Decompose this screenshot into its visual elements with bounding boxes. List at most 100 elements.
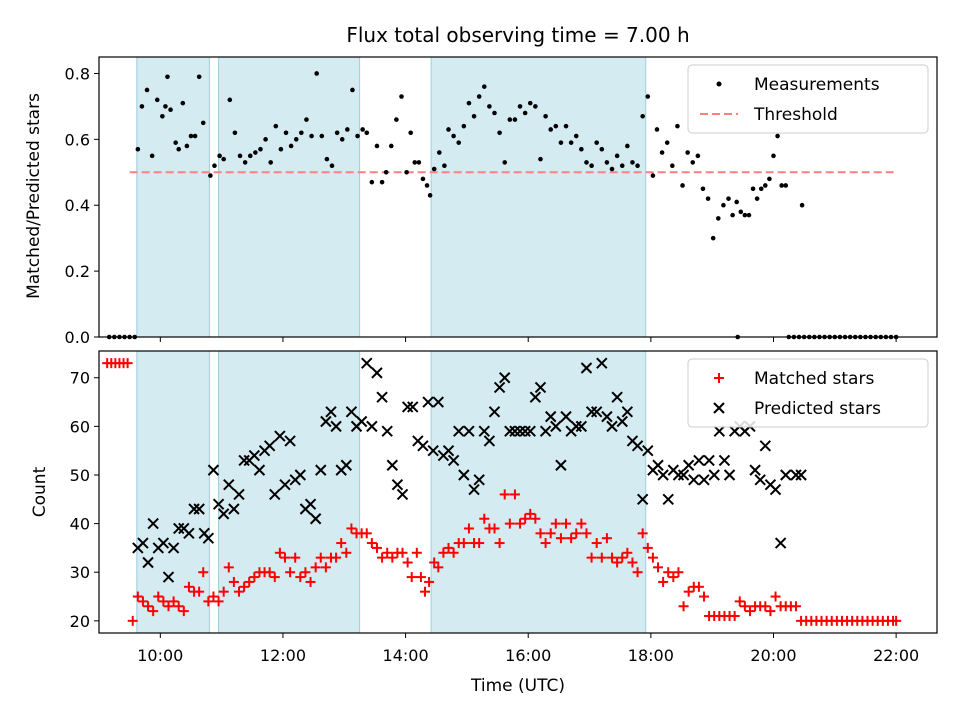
x-marker-b bbox=[193, 503, 205, 515]
measurement-point bbox=[345, 127, 350, 132]
predicted-stars-point bbox=[693, 454, 705, 467]
matched-stars-point bbox=[734, 596, 745, 607]
legend-entry-label: Threshold bbox=[753, 105, 838, 125]
measurement-point bbox=[654, 127, 660, 132]
matched-stars-point bbox=[622, 547, 633, 558]
top-y-tick-label: 0.8 bbox=[65, 64, 90, 83]
matched-stars-point bbox=[632, 567, 643, 578]
x-marker-b bbox=[417, 440, 429, 452]
predicted-stars-point bbox=[795, 469, 807, 481]
predicted-stars-point bbox=[366, 420, 378, 433]
x-marker-b bbox=[432, 396, 444, 408]
measurement-point bbox=[746, 212, 752, 218]
matched-stars-point bbox=[198, 567, 209, 578]
predicted-stars-point bbox=[340, 459, 353, 471]
matched-stars-point bbox=[601, 533, 612, 544]
measurement-point bbox=[533, 104, 538, 109]
measurement-point bbox=[695, 153, 701, 159]
predicted-stars-point bbox=[371, 367, 383, 379]
predicted-stars-point bbox=[611, 391, 623, 403]
top-legend: Measurements Threshold bbox=[687, 64, 929, 134]
predicted-stars-point bbox=[478, 425, 490, 437]
matched-stars-point bbox=[402, 557, 413, 568]
matched-stars-point bbox=[729, 610, 740, 621]
x-marker-b bbox=[514, 425, 526, 437]
matched-stars-point bbox=[433, 562, 444, 573]
x-marker-b bbox=[672, 469, 685, 481]
matched-stars-point bbox=[586, 552, 597, 563]
x-marker-b bbox=[217, 508, 230, 520]
predicted-stars-point bbox=[703, 454, 715, 467]
predicted-stars-point bbox=[672, 469, 685, 481]
x-marker-b bbox=[795, 469, 807, 481]
measurement-point bbox=[604, 160, 610, 165]
measurement-point bbox=[416, 160, 422, 165]
x-marker-b bbox=[315, 464, 327, 476]
matched-stars-point bbox=[683, 586, 694, 597]
x-marker-b bbox=[601, 410, 613, 423]
bottom-shaded-interval bbox=[136, 350, 210, 634]
matched-stars-point bbox=[371, 542, 382, 553]
measurement-point bbox=[619, 163, 625, 169]
x-marker-b bbox=[596, 357, 608, 369]
x-marker-b bbox=[320, 415, 332, 428]
measurement-point bbox=[650, 173, 656, 178]
x-marker-b bbox=[478, 425, 490, 437]
matched-stars-point bbox=[668, 572, 679, 583]
x-tick-label: 12:00 bbox=[260, 646, 306, 665]
predicted-stars-point bbox=[422, 396, 434, 408]
matched-stars-point bbox=[361, 528, 372, 539]
measurement-point bbox=[502, 160, 508, 165]
predicted-stars-point bbox=[488, 406, 501, 418]
predicted-stars-point bbox=[442, 444, 455, 457]
matched-stars-point bbox=[647, 552, 658, 563]
matched-stars-point bbox=[637, 528, 648, 539]
x-tick-label: 10:00 bbox=[137, 646, 183, 665]
x-tick-label: 16:00 bbox=[505, 646, 551, 665]
legend-measurement-marker bbox=[716, 81, 722, 87]
predicted-stars-point bbox=[458, 469, 470, 481]
predicted-stars-point bbox=[529, 391, 542, 403]
x-marker-b bbox=[463, 425, 475, 437]
top-y-tick-label: 0.0 bbox=[65, 328, 90, 347]
measurement-point bbox=[139, 104, 145, 109]
matched-stars-point bbox=[499, 489, 510, 500]
predicted-stars-point bbox=[473, 474, 485, 486]
predicted-stars-point bbox=[483, 435, 496, 447]
matched-stars-point bbox=[673, 567, 684, 578]
measurement-point bbox=[527, 100, 533, 106]
predicted-stars-point bbox=[228, 503, 240, 515]
measurement-point bbox=[237, 153, 243, 159]
bottom-legend: Matched stars Predicted stars bbox=[687, 358, 929, 428]
matched-stars-point bbox=[678, 601, 689, 612]
x-marker-b bbox=[519, 425, 531, 437]
predicted-stars-point bbox=[147, 517, 159, 530]
predicted-stars-point bbox=[713, 425, 726, 437]
x-marker-b bbox=[504, 425, 516, 437]
x-marker-b bbox=[407, 401, 419, 413]
measurement-point bbox=[299, 130, 304, 136]
predicted-stars-point bbox=[167, 542, 180, 554]
legend-entry-label: Measurements bbox=[754, 75, 880, 95]
measurement-point bbox=[779, 183, 784, 188]
matched-stars-point bbox=[525, 508, 536, 519]
matched-stars-point bbox=[173, 601, 184, 612]
measurement-point bbox=[442, 163, 447, 169]
predicted-stars-point bbox=[304, 498, 317, 510]
measurement-point bbox=[680, 183, 685, 188]
x-marker-b bbox=[304, 498, 317, 510]
measurement-point bbox=[734, 199, 739, 205]
matched-stars-point bbox=[285, 567, 296, 578]
matched-stars-point bbox=[163, 601, 174, 612]
predicted-stars-point bbox=[315, 464, 327, 476]
x-marker-b bbox=[340, 459, 353, 471]
predicted-stars-point bbox=[769, 483, 782, 496]
x-marker-b bbox=[207, 464, 220, 476]
predicted-stars-point bbox=[780, 469, 792, 481]
x-marker-b bbox=[274, 430, 286, 442]
matched-stars-point bbox=[420, 586, 431, 597]
predicted-stars-point bbox=[509, 425, 521, 437]
predicted-stars-point bbox=[142, 556, 154, 569]
matched-stars-point bbox=[218, 586, 229, 597]
top-shaded-interval bbox=[430, 56, 647, 338]
